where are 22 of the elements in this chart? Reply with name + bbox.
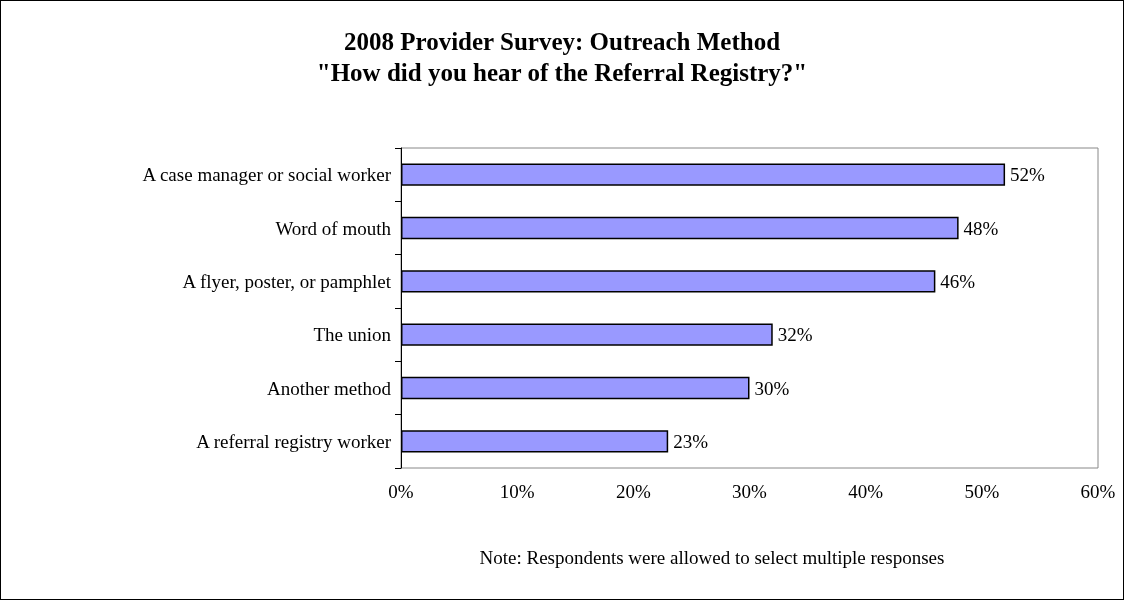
x-tick-label: 0%: [388, 481, 414, 502]
x-tick-label: 50%: [964, 481, 1000, 502]
chart-subtitle: "How did you hear of the Referral Registry?": [316, 59, 808, 86]
chart-title: 2008 Provider Survey: Outreach Method: [343, 28, 781, 55]
data-label: 52%: [1010, 164, 1046, 186]
x-tick-label: 20%: [615, 481, 651, 502]
y-tick-label: Another method: [266, 377, 392, 399]
y-tick-label: A case manager or social worker: [142, 164, 392, 186]
x-tick-label: 60%: [1080, 481, 1116, 502]
x-tick-label: 30%: [732, 481, 768, 502]
data-label: 32%: [777, 324, 813, 346]
data-label: 46%: [940, 270, 976, 292]
y-tick-label: A referral registry worker: [196, 430, 392, 452]
text: Note: Respondents were allowed to select multiple responses: [479, 547, 945, 568]
y-tick-label: The union: [313, 324, 392, 346]
x-tick-label: 40%: [848, 481, 884, 502]
data-label: 30%: [754, 377, 790, 399]
data-label: 23%: [673, 430, 709, 452]
y-tick-label: A flyer, poster, or pamphlet: [182, 270, 392, 292]
x-tick-label: 10%: [499, 481, 535, 502]
data-label: 48%: [963, 217, 999, 239]
y-tick-label: Word of mouth: [275, 217, 392, 239]
